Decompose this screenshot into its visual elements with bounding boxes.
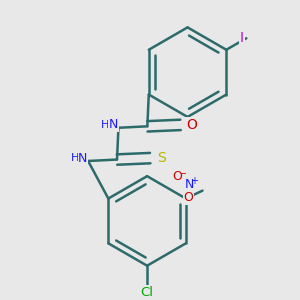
- Text: N: N: [185, 178, 194, 191]
- Text: O: O: [183, 191, 193, 204]
- Text: +: +: [190, 176, 198, 186]
- Text: Cl: Cl: [141, 286, 154, 299]
- Text: O: O: [186, 118, 197, 132]
- Text: I: I: [240, 31, 244, 45]
- Text: N: N: [78, 152, 88, 165]
- Text: –: –: [180, 168, 186, 178]
- Text: S: S: [157, 151, 166, 165]
- Text: O: O: [172, 170, 182, 183]
- Text: H: H: [71, 153, 79, 163]
- Text: H: H: [101, 120, 110, 130]
- Text: N: N: [109, 118, 118, 131]
